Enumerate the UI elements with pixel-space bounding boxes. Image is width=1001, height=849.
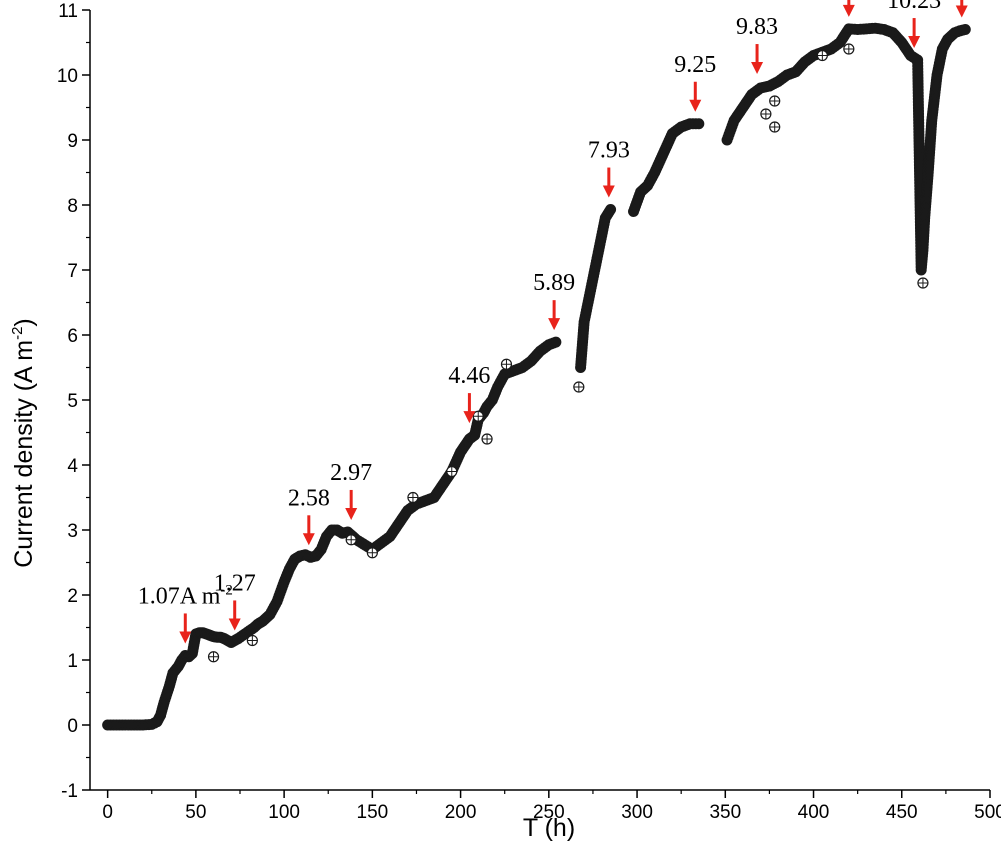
x-tick-label: 100 xyxy=(268,802,300,823)
x-tick-label: 350 xyxy=(709,802,741,823)
annotation-label: 9.25 xyxy=(674,52,716,78)
y-tick-label: 9 xyxy=(67,131,78,152)
x-tick-label: 250 xyxy=(533,802,565,823)
y-axis-label-sup: -2 xyxy=(9,327,26,340)
annotation-arrow-head xyxy=(228,618,241,631)
y-tick-label: 4 xyxy=(67,456,78,477)
annotation-arrow-head xyxy=(842,4,855,17)
annotation-arrow-head xyxy=(345,507,358,520)
annotation-arrow-head xyxy=(602,185,615,198)
x-tick-label: 400 xyxy=(798,802,830,823)
annotation-label-value: 2.97 xyxy=(330,460,372,486)
annotation-label-value: 9.83 xyxy=(736,14,778,40)
annotation-labels: 1.07A m-21.27 2.582.97 4.46 5.89 7.93 9.25 9.8… xyxy=(138,0,941,609)
annotation-label-value: 2.58 xyxy=(288,485,330,511)
annotation-label: 7.93 xyxy=(588,138,630,164)
y-tick-label: 8 xyxy=(67,196,78,217)
data-point xyxy=(605,204,617,216)
annotation-label: 5.89 xyxy=(533,270,575,296)
annotation-arrow-head xyxy=(463,411,476,424)
data-point xyxy=(550,336,562,348)
x-tick-label: 300 xyxy=(621,802,653,823)
annotation-label-sup: -2 xyxy=(220,582,233,598)
axes-frame xyxy=(89,10,990,791)
annotation-label-value: 9.25 xyxy=(674,52,716,78)
y-tick-label: 11 xyxy=(58,1,78,22)
x-tick-label: 150 xyxy=(357,802,389,823)
annotation-arrow-head xyxy=(689,99,702,112)
annotation-arrow-head xyxy=(302,533,315,546)
y-tick-label: 5 xyxy=(67,391,78,412)
annotation-label: 1.07A m-2 xyxy=(138,582,233,609)
x-tick-label: 50 xyxy=(185,802,206,823)
annotation-arrow-head xyxy=(179,631,192,644)
data-points xyxy=(102,22,971,731)
x-tick-label: 500 xyxy=(974,802,1001,823)
x-axis-label: T (h) xyxy=(523,814,575,842)
y-tick-label: -1 xyxy=(61,781,78,802)
data-point xyxy=(693,118,705,130)
axis-ticks: 0 50 100 150 200 250 300 350 400 450 500 -1 0 1 2 3 4 5 6 7… xyxy=(57,1,1001,823)
annotation-arrow-head xyxy=(548,318,561,331)
y-tick-label: 2 xyxy=(67,586,78,607)
y-axis-label-close: ) xyxy=(10,318,38,326)
y-axis-label: Current density (A m-2) xyxy=(9,318,38,568)
annotation-label-value: 10.23 xyxy=(887,0,941,14)
annotation-label: 10.23 xyxy=(887,0,941,14)
annotation-label: 1.27 xyxy=(214,570,256,596)
annotation-label-value: 1.27 xyxy=(214,570,256,596)
annotation-label: 2.97 xyxy=(330,460,372,486)
annotation-label: 2.58 xyxy=(288,485,330,511)
annotation-arrows xyxy=(179,0,968,644)
annotation-arrow-head xyxy=(751,62,764,75)
x-tick-label: 450 xyxy=(886,802,918,823)
y-tick-label: 6 xyxy=(67,326,78,347)
y-tick-label: 1 xyxy=(67,651,78,672)
annotation-label: 4.46 xyxy=(448,363,490,389)
annotation-label-value: 5.89 xyxy=(533,270,575,296)
x-tick-label: 200 xyxy=(445,802,477,823)
x-tick-label: 0 xyxy=(102,802,113,823)
annotation-label-value: 7.93 xyxy=(588,138,630,164)
annotation-label-value: 4.46 xyxy=(448,363,490,389)
annotation-label: 9.83 xyxy=(736,14,778,40)
y-axis-label-main: Current density (A m xyxy=(10,340,38,568)
y-tick-label: 0 xyxy=(67,716,78,737)
annotation-arrow-head xyxy=(908,36,921,49)
annotation-label-value: 1.07A m xyxy=(138,583,221,609)
y-tick-label: 10 xyxy=(57,66,78,87)
annotation-arrow-head xyxy=(955,5,968,18)
y-tick-label: 3 xyxy=(67,521,78,542)
y-tick-label: 7 xyxy=(67,261,78,282)
data-point xyxy=(959,24,971,35)
